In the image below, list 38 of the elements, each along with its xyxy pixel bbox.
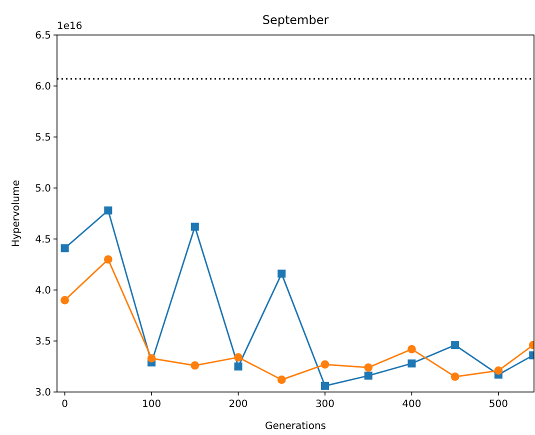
point	[60, 244, 69, 252]
point	[451, 341, 460, 350]
point	[408, 344, 416, 354]
y-tick-label: 3.0	[35, 388, 51, 398]
y-axis-title: Hypervolume	[11, 180, 22, 248]
text: 1e16	[57, 21, 82, 32]
x-tick-label: 400	[402, 399, 422, 410]
point	[278, 270, 286, 278]
y-tick-label: 5.0	[35, 184, 51, 194]
point	[364, 372, 372, 380]
point	[364, 363, 373, 372]
point	[450, 372, 460, 381]
x-tick-label: 200	[228, 399, 248, 410]
point	[408, 359, 416, 368]
x-tick-label: 500	[488, 399, 508, 410]
x-axis-title: Generations	[265, 421, 326, 432]
point	[234, 362, 242, 370]
point	[494, 366, 503, 375]
y-tick-label: 5.5	[35, 132, 51, 144]
x-tick-label: 100	[142, 399, 162, 410]
x-tick-label: 0	[62, 399, 68, 410]
point	[104, 206, 112, 214]
point	[147, 354, 156, 363]
y-tick-label: 3.5	[35, 336, 51, 348]
y-tick-label: 4.0	[35, 286, 51, 296]
point	[190, 222, 199, 231]
point	[320, 360, 330, 369]
point	[190, 361, 200, 370]
point	[104, 255, 112, 264]
x-tick-label: 300	[315, 399, 335, 410]
point	[234, 353, 242, 362]
y-tick-label: 4.5	[35, 234, 51, 246]
y-tick-label: 6.5	[35, 30, 51, 42]
point	[320, 382, 329, 390]
y-tick-label: 6.0	[35, 82, 51, 92]
chart-title: September	[262, 13, 329, 27]
point	[60, 296, 70, 304]
point	[277, 376, 286, 384]
